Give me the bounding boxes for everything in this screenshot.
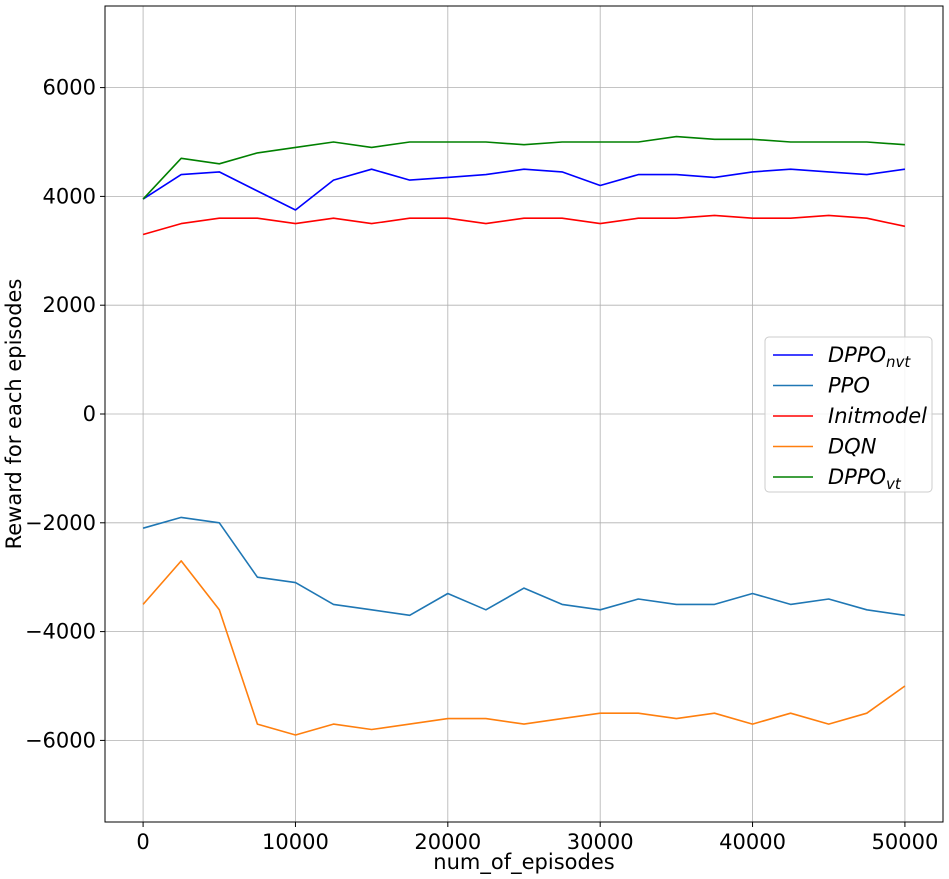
x-tick-label: 30000	[567, 830, 634, 854]
y-tick-label: −2000	[25, 511, 96, 535]
y-tick-label: 6000	[43, 76, 96, 100]
legend-entry-name: DPPO	[828, 465, 886, 489]
series-line-4	[142, 135, 905, 200]
axis-ticks: 0 10000 20000 30000 40000 50000−6000−4000−200…	[25, 76, 938, 854]
legend-entry: DPPOnvt	[828, 343, 911, 371]
y-tick-label: 2000	[43, 293, 96, 317]
series-line-2	[142, 214, 906, 236]
y-tick-label: −4000	[25, 620, 96, 644]
series-line-3	[142, 560, 906, 736]
legend-entry-subscript: nvt	[886, 353, 911, 371]
y-tick-label: −6000	[25, 728, 96, 752]
y-tick-label: 0	[83, 402, 96, 426]
legend-box	[764, 336, 933, 493]
x-tick-label: 0	[136, 830, 149, 854]
legend-entry: Initmodel	[828, 404, 927, 428]
x-tick-label: 50000	[872, 830, 939, 854]
legend-entry: DQN	[828, 435, 877, 459]
legend-entry-name: PPO	[828, 374, 870, 398]
series-line-1	[142, 516, 906, 617]
y-axis-label: Reward for each episodes	[2, 279, 26, 550]
legend-entry-name: DQN	[828, 435, 877, 459]
x-tick-label: 20000	[414, 830, 481, 854]
legend-entry: DPPOvt	[828, 465, 902, 493]
series-line-0	[142, 168, 906, 211]
y-tick-label: 4000	[43, 184, 96, 208]
x-axis-label: num_of_episodes	[433, 850, 614, 875]
legend-entry-name: DPPO	[828, 343, 886, 367]
series-lines	[142, 135, 906, 736]
legend-entry-name: Initmodel	[828, 404, 927, 428]
x-tick-label: 40000	[719, 830, 786, 854]
legend-entry: PPO	[828, 374, 870, 398]
legend-entry-subscript: vt	[886, 475, 902, 493]
x-tick-label: 10000	[262, 830, 329, 854]
